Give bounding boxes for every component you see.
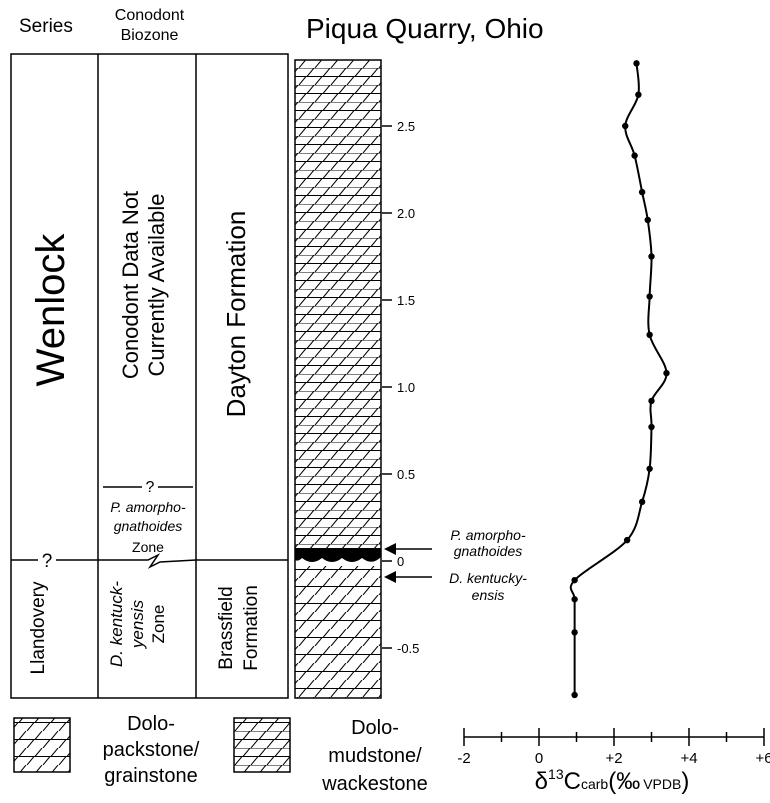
d-zone-line3: Zone [149,605,168,644]
depth-tick-label: 0.5 [397,467,415,482]
data-point [571,596,578,603]
strat-columns-frame [10,53,289,699]
series-boundary-question: ? [42,551,53,572]
data-point [633,60,640,67]
legend-item1-line3: grainstone [104,765,197,787]
legend-packstone-swatch [13,717,71,773]
data-point [622,122,629,130]
zone-boundary-line [98,553,197,569]
depth-tick-label: 1.0 [397,380,415,395]
data-point [631,152,638,159]
legend-item2-line3: wackestone [321,773,428,795]
depth-tick-label: 2.0 [397,206,415,221]
lithology-packstone-fill [295,566,381,698]
d-arrow-line1: D. kentucky- [449,570,527,586]
x-label-permil: ‰ [616,768,640,795]
d-arrow-line2: ensis [472,587,505,603]
d-zone-line1: D. kentuck- [107,581,126,667]
x-label-c: C [564,768,581,795]
data-point [646,465,653,472]
depth-tick-label: 2.5 [397,119,415,134]
data-point [638,188,646,196]
llandovery-label: Llandovery [28,581,49,674]
depth-tick-label: 1.5 [397,293,415,308]
d-zone-line2: yensis [128,599,147,649]
p-arrow-line1: P. amorpho- [450,527,526,543]
conodont-header-line1: Conodont [114,7,185,24]
data-point [663,369,670,377]
legend-item2-line1: Dolo- [351,717,399,739]
x-tick-label: 0 [535,750,543,767]
data-point [646,331,653,338]
x-label-delta: δ [535,768,548,795]
x-label-sub: carb [581,776,608,792]
legend-item1-line1: Dolo- [127,713,175,735]
x-axis-label: δ13Ccarb(‰ VPDB) [535,766,690,795]
data-point [648,397,655,405]
dayton-formation-label: Dayton Formation [221,211,251,418]
d13c-curve [569,63,668,695]
data-point [635,91,642,98]
p-amorphognathoides-arrow [384,543,432,555]
x-label-close: ) [681,768,689,795]
data-point [571,629,578,636]
x-tick-label: -2 [457,750,470,767]
legend-item2-line2: mudstone/ [328,745,422,767]
conodont-header-line2: Biozone [120,27,179,44]
data-point [648,423,655,431]
x-label-open: ( [608,768,616,795]
conodont-header: Conodont Biozone [92,6,207,46]
conodont-upper-question: ? [146,479,155,496]
x-label-sup: 13 [548,766,564,782]
p-arrow-line2: gnathoides [454,543,523,559]
x-tick-label: +4 [680,750,697,767]
hardground-layer [295,548,381,562]
data-point [623,536,631,544]
lithology-column-frame [294,59,382,699]
depth-axis: 2.5 2.0 1.5 1.0 0.5 0 -0.5 [382,119,419,656]
data-point [571,576,578,584]
data-point [571,691,578,699]
data-point [638,498,646,506]
d13c-points [571,60,670,699]
legend-mudstone-swatch [233,717,291,773]
lithology-mudstone-fill [295,60,381,548]
wenlock-label: Wenlock [29,233,73,387]
p-zone-line2: gnathoides [114,518,183,534]
brassfield-line1: Brassfield [216,586,237,669]
x-tick-label: +2 [605,750,622,767]
conodont-upper-line2: Currently Available [144,193,169,376]
series-header: Series [19,16,73,37]
data-point [646,293,653,300]
data-point [648,253,655,260]
legend-item1-line2: packstone/ [103,739,200,761]
p-zone-line3: Zone [132,539,164,555]
depth-tick-label: -0.5 [397,641,419,656]
p-zone-line1: P. amorpho- [110,499,186,515]
x-label-ref: VPDB [643,776,681,792]
depth-tick-label: 0 [397,554,404,569]
x-axis: -2 0 +2 +4 +6 [457,728,770,767]
x-tick-label: +6 [755,750,770,767]
brassfield-line2: Formation [241,585,262,671]
data-point [644,216,651,224]
series-q-mask [38,550,56,570]
d-kentuckyensis-arrow [384,571,432,583]
conodont-upper-line1: Conodont Data Not [118,191,143,379]
chart-title: Piqua Quarry, Ohio [306,13,544,44]
